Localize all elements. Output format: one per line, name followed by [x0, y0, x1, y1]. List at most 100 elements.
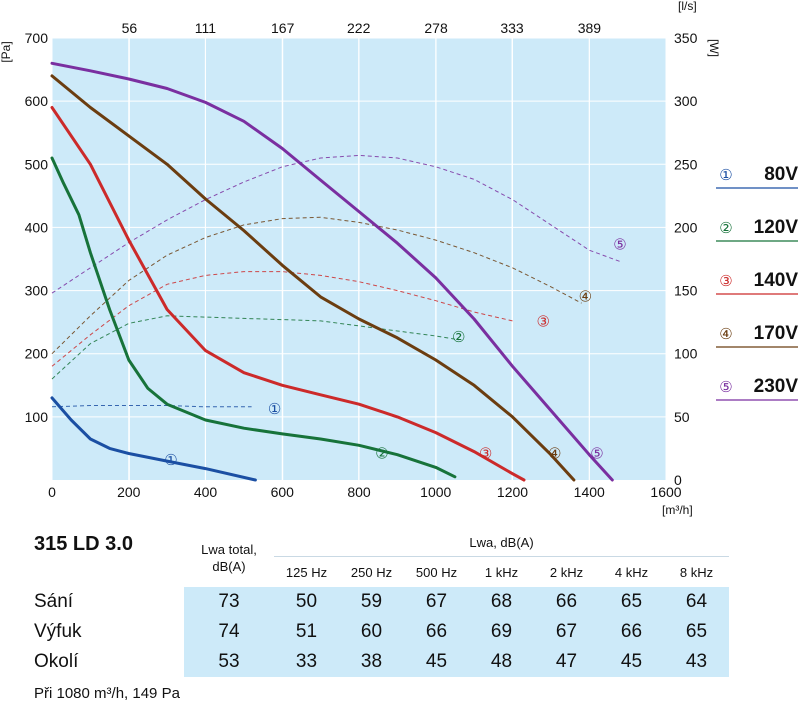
value-cell: 69	[469, 617, 534, 647]
pressure-curve-170V	[50, 74, 576, 482]
table-row: 73 50 59 67 68 66 65 64	[184, 587, 729, 617]
model-name: 315 LD 3.0	[34, 533, 133, 555]
top-axis-unit: [l/s]	[678, 0, 697, 13]
power-curve-marker: ⑤	[613, 237, 626, 254]
y-tick-label: 500	[25, 156, 49, 172]
total-header: Lwa total, dB(A)	[184, 529, 274, 587]
x-tick-label: 800	[347, 484, 371, 500]
power-curve-marker: ③	[536, 314, 549, 331]
value-cell: 66	[404, 617, 469, 647]
x2-tick-label: 167	[271, 20, 295, 36]
legend-label: 230V	[754, 376, 799, 397]
pressure-curves	[50, 61, 614, 482]
x-tick-label: 1400	[574, 484, 605, 500]
freq-header: 1 kHz	[484, 564, 519, 580]
freq-header: 4 kHz	[614, 564, 649, 580]
x-tick-label: 1200	[497, 484, 528, 500]
noise-table: Lwa total, dB(A) Lwa, dB(A) 125 Hz 250 H…	[184, 529, 729, 677]
y-tick-label: 200	[25, 346, 49, 362]
power-curve-140V	[51, 271, 513, 367]
power-curves	[51, 154, 621, 408]
legend: ① 80V ② 120V ③ 140V ④ 170V ⑤ 230V	[716, 164, 799, 401]
freq-header: 250 Hz	[350, 564, 393, 580]
legend-marker: ⑤	[719, 379, 732, 396]
value-cell: 48	[469, 647, 534, 677]
value-cell: 50	[274, 587, 339, 617]
value-cell: 66	[599, 617, 664, 647]
y-tick-label: 100	[25, 409, 49, 425]
x2-tick-label: 333	[500, 20, 524, 36]
value-cell: 43	[664, 647, 729, 677]
legend-marker: ④	[719, 326, 732, 343]
measurement-note: Při 1080 m³/h, 149 Pa	[34, 685, 180, 702]
bottom-axis-unit: [m³/h]	[662, 503, 693, 517]
y-tick-label: 400	[25, 219, 49, 235]
value-cell: 64	[664, 587, 729, 617]
freq-header: 8 kHz	[679, 564, 714, 580]
power-curve-80V	[51, 405, 252, 408]
y-tick-label: 700	[25, 30, 49, 46]
value-cell: 38	[339, 647, 404, 677]
power-curve-marker: ①	[268, 401, 281, 418]
row-label-suction: Sání	[34, 591, 74, 612]
x2-tick-label: 111	[195, 20, 216, 36]
y2-tick-label: 50	[674, 409, 690, 425]
y2-tick-label: 100	[674, 346, 698, 362]
x-tick-label: 0	[48, 484, 56, 500]
grid-lines	[51, 37, 667, 480]
x-tick-label: 200	[117, 484, 141, 500]
power-curve-marker: ④	[579, 288, 592, 305]
pressure-curve-marker: ⑤	[590, 446, 603, 463]
pressure-curve-marker: ④	[548, 446, 561, 463]
power-curve-230V	[51, 154, 621, 294]
total-header-line1: Lwa total,	[201, 542, 257, 557]
curve-markers: ① ② ③ ④ ⑤ ① ② ③ ④ ⑤	[164, 237, 626, 469]
pressure-curve-140V	[50, 106, 526, 482]
value-cell: 68	[469, 587, 534, 617]
total-cell: 73	[184, 587, 274, 617]
pressure-curve-marker: ②	[375, 446, 388, 463]
right-axis-unit: [W]	[707, 39, 721, 57]
y2-tick-label: 350	[674, 30, 698, 46]
value-cell: 67	[534, 617, 599, 647]
left-axis-unit: [Pa]	[0, 41, 13, 62]
freq-header: 125 Hz	[285, 564, 328, 580]
value-cell: 45	[404, 647, 469, 677]
y-tick-label: 300	[25, 283, 49, 299]
value-cell: 60	[339, 617, 404, 647]
y2-tick-label: 150	[674, 283, 698, 299]
x2-tick-label: 389	[578, 20, 602, 36]
table-row: 53 33 38 45 48 47 45 43	[184, 647, 729, 677]
y2-tick-label: 250	[674, 156, 698, 172]
power-curve-170V	[51, 216, 582, 355]
value-cell: 59	[339, 587, 404, 617]
value-cell: 47	[534, 647, 599, 677]
y2-tick-label: 300	[674, 93, 698, 109]
x-tick-label: 600	[271, 484, 295, 500]
legend-marker: ③	[719, 273, 732, 290]
value-cell: 67	[404, 587, 469, 617]
pressure-curve-230V	[50, 61, 614, 482]
x-tick-label: 400	[194, 484, 218, 500]
total-cell: 74	[184, 617, 274, 647]
octave-group-header: Lwa, dB(A)	[274, 529, 729, 557]
x2-tick-label: 222	[347, 20, 371, 36]
pressure-curve-120V	[50, 156, 457, 479]
x-tick-label: 1000	[420, 484, 451, 500]
total-header-line2: dB(A)	[212, 559, 246, 574]
freq-header: 500 Hz	[415, 564, 458, 580]
value-cell: 65	[664, 617, 729, 647]
legend-marker: ①	[719, 167, 732, 184]
pressure-curve-80V	[50, 396, 257, 482]
x-tick-label: 1600	[650, 484, 681, 500]
y2-tick-label: 0	[674, 472, 682, 488]
y2-tick-label: 200	[674, 219, 698, 235]
x2-tick-label: 278	[424, 20, 448, 36]
total-cell: 53	[184, 647, 274, 677]
legend-label: 120V	[754, 217, 799, 238]
value-cell: 51	[274, 617, 339, 647]
y-tick-label: 600	[25, 93, 49, 109]
row-label-exhaust: Výfuk	[34, 621, 82, 642]
